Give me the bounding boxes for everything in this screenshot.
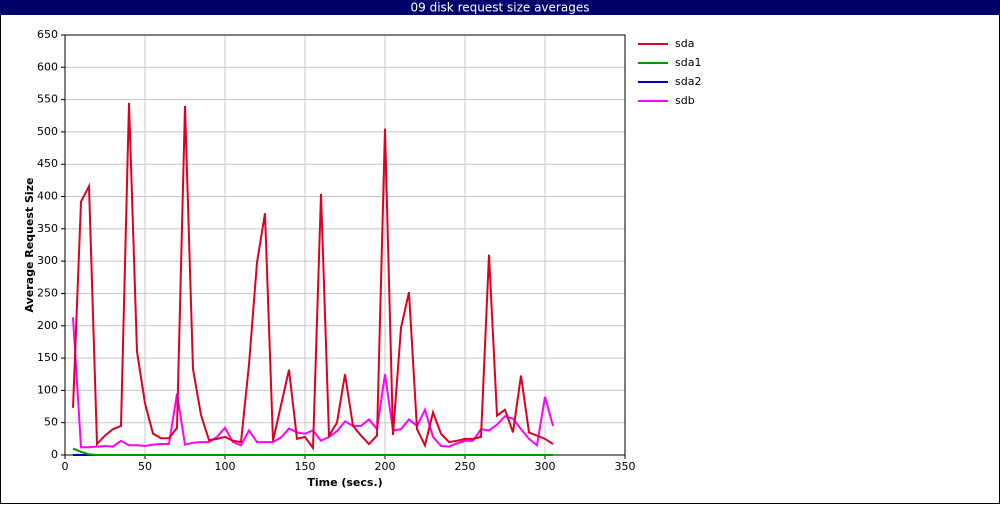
y-tick-label: 50 (44, 416, 58, 429)
x-tick-label: 0 (62, 460, 69, 473)
series-line (72, 447, 553, 456)
y-tick-label: 150 (37, 351, 58, 364)
y-tick-label: 350 (37, 222, 58, 235)
y-tick-label: 250 (37, 286, 58, 299)
y-tick-label: 600 (37, 60, 58, 73)
x-tick-label: 300 (535, 460, 556, 473)
x-tick-label: 200 (375, 460, 396, 473)
legend-label: sda (675, 37, 694, 50)
y-tick-label: 650 (37, 28, 58, 41)
series-line (72, 102, 554, 451)
y-tick-label: 0 (51, 448, 58, 461)
x-axis-label: Time (secs.) (307, 476, 382, 489)
legend-label: sda2 (675, 75, 701, 88)
x-tick-label: 150 (295, 460, 316, 473)
x-tick-label: 100 (215, 460, 236, 473)
y-tick-label: 100 (37, 383, 58, 396)
plot-area (65, 35, 625, 455)
y-tick-label: 400 (37, 190, 58, 203)
y-axis-label: Average Request Size (23, 177, 36, 312)
y-tick-label: 300 (37, 254, 58, 267)
legend-label: sda1 (675, 56, 701, 69)
x-tick-label: 50 (138, 460, 152, 473)
chart-title: 09 disk request size averages (411, 1, 590, 15)
y-tick-label: 500 (37, 125, 58, 138)
y-tick-label: 200 (37, 319, 58, 332)
x-tick-label: 250 (455, 460, 476, 473)
legend-label: sdb (675, 94, 695, 107)
y-tick-label: 550 (37, 93, 58, 106)
x-tick-label: 350 (615, 460, 636, 473)
title-bar (0, 0, 1000, 15)
y-tick-label: 450 (37, 157, 58, 170)
